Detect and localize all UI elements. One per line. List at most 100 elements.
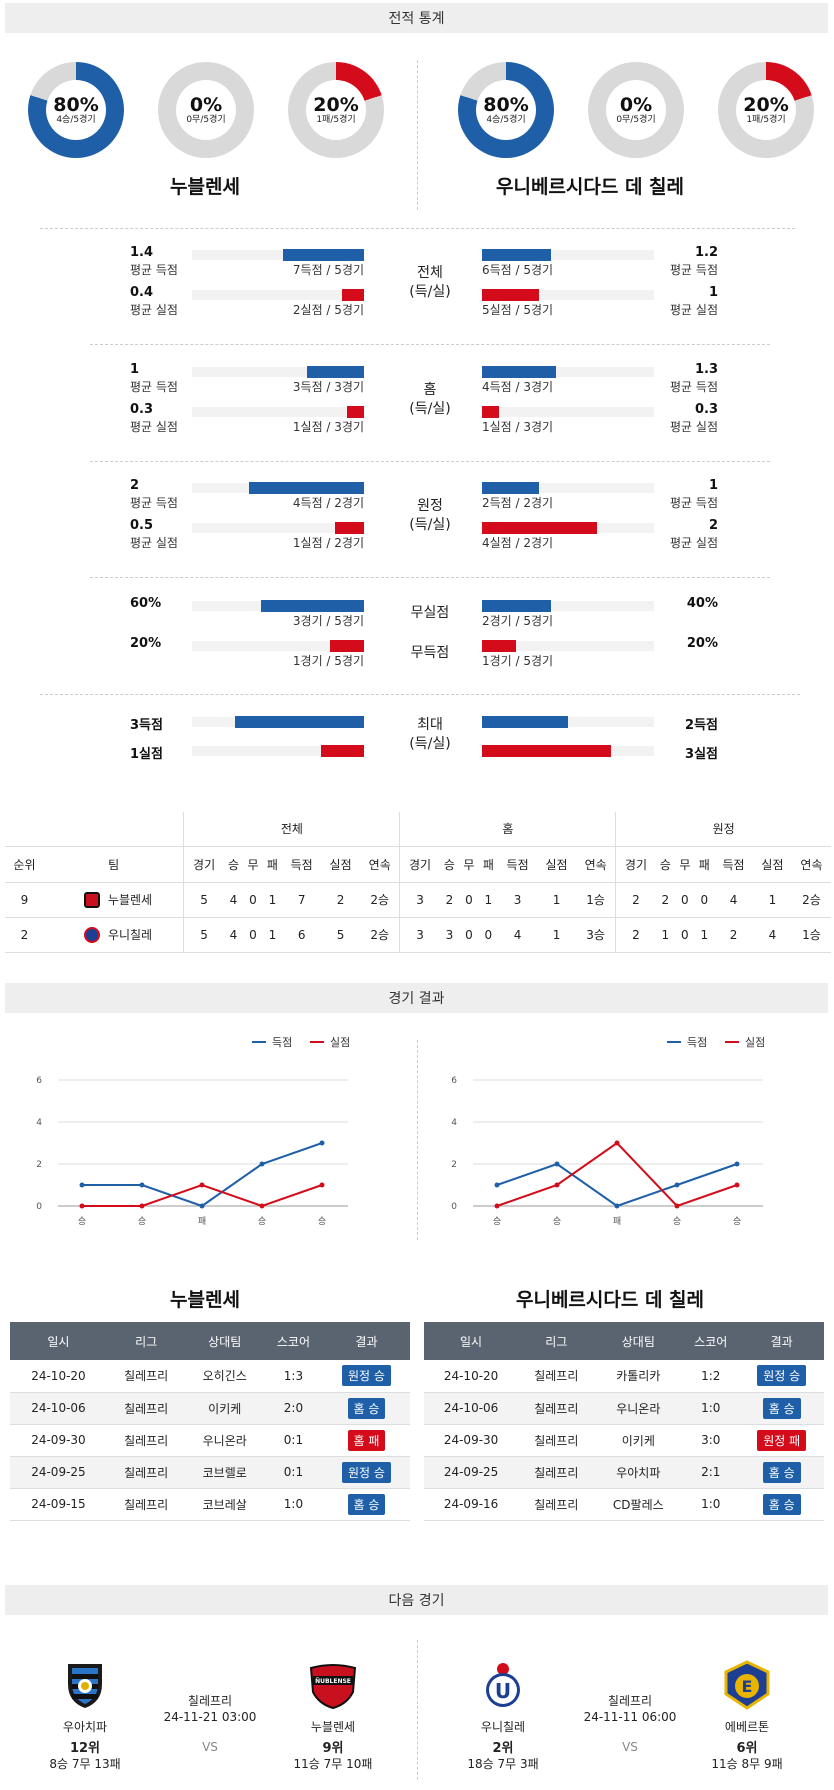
stat-category: 원정 (득/실) (385, 497, 475, 535)
stat-count: 1경기 / 5경기 (292, 654, 364, 668)
data-point (319, 1140, 325, 1146)
record-donut: 20% 1패/5경기 (288, 62, 384, 158)
column-header: 연속 (800, 857, 823, 872)
result-row: 24-10-06 칠레프리 우니온라 1:0 홈 승 (424, 1392, 824, 1425)
result-cell: 원정 승 (739, 1360, 824, 1393)
standings-cell: 1 (484, 892, 493, 907)
legend-label: 실점 (745, 1036, 765, 1049)
x-tick-label: 패 (613, 1216, 621, 1227)
bar-track (482, 250, 654, 260)
donut-center: 80% 4승/5경기 (46, 80, 106, 140)
stat-count: 3득점 / 3경기 (292, 380, 364, 394)
x-tick-label: 승 (493, 1216, 501, 1227)
y-tick-label: 6 (36, 1076, 42, 1086)
column-header: 경기 (624, 857, 648, 872)
standings-cell: 0 (465, 927, 473, 942)
stat-value: 1 (708, 285, 718, 300)
data-point (674, 1203, 680, 1209)
standings-cell: 2승 (802, 893, 821, 907)
y-tick-label: 4 (36, 1118, 42, 1128)
result-cell: 칠레프리 (106, 1392, 186, 1425)
team-name: 누블렌세 (107, 892, 153, 907)
column-header: 득점 (506, 857, 529, 872)
next2-datetime: 24-11-11 06:00 (583, 1710, 677, 1724)
standings-cell: 4 (229, 927, 238, 942)
standings-cell: 2승 (360, 917, 401, 952)
column-header: 실점 (761, 857, 784, 872)
stat-value: 1 (708, 478, 718, 493)
result-cell: 24-10-06 (424, 1392, 519, 1425)
standings-cell: 4 (513, 927, 522, 942)
bar-track (482, 641, 654, 651)
standings-cell: 1승 (802, 928, 821, 942)
result-cell: 1:3 (264, 1360, 323, 1393)
result-cell: 홈 승 (322, 1392, 410, 1425)
result-row: 24-09-30 칠레프리 우니온라 0:1 홈 패 (10, 1424, 410, 1457)
standings-cell: 0 (249, 892, 257, 907)
stat-label: 평균 득점 (130, 380, 178, 394)
legend-label: 득점 (272, 1036, 292, 1049)
result-cell: 1:2 (682, 1360, 740, 1393)
record-donut: 80% 4승/5경기 (28, 62, 124, 158)
y-tick-label: 2 (451, 1160, 457, 1170)
home-results-table: 일시 리그 상대팀 스코어 결과 24-10-20 칠레프리 오히긴스 1:3 원정 승 24-10… (10, 1322, 410, 1521)
nublense-badge-text: ÑUBLENSE (315, 1678, 351, 1685)
nublense-logo: ÑUBLENSE (307, 1662, 359, 1710)
standings-cell: 1 (552, 927, 561, 942)
donut-percent: 0% (189, 93, 223, 116)
stat-value: 1.2 (694, 245, 718, 260)
next2-team-b-rank: 6위 (736, 1741, 758, 1756)
result-cell: 코브레살 (185, 1488, 264, 1521)
next1-league: 칠레프리 (187, 1694, 233, 1708)
legend-label: 득점 (687, 1036, 707, 1049)
clean-sheet-label: 무실점 (410, 605, 450, 621)
result-cell: 24-09-16 (424, 1488, 519, 1521)
group-all: 전체 (183, 812, 401, 846)
record-donut: 0% 0무/5경기 (158, 62, 254, 158)
stat-value: 40% (686, 596, 718, 611)
stat-count: 2득점 / 2경기 (482, 496, 554, 510)
standings-cell: 5 (200, 927, 208, 942)
column-header: 실점 (329, 857, 352, 872)
standings-cell: 1 (661, 927, 670, 942)
standings-row: 9 누블렌세 5 4 0 1 7 2 2승 3 2 0 1 3 1 1승 2 2 0 0 4 1 2승 (5, 882, 831, 917)
column-header: 상대팀 (594, 1322, 683, 1360)
donut-center: 0% 0무/5경기 (176, 80, 236, 140)
result-row: 24-09-25 칠레프리 우아치파 2:1 홈 승 (424, 1456, 824, 1489)
result-row: 24-10-20 칠레프리 카톨리카 1:2 원정 승 (424, 1360, 824, 1393)
result-badge: 원정 승 (341, 1365, 391, 1387)
column-header: 스코어 (682, 1322, 740, 1360)
next1-team-b-rank: 9위 (322, 1741, 344, 1756)
next1-team-b-record: 11승 7무 10패 (293, 1757, 373, 1771)
standings-cell: 2 (445, 892, 454, 907)
result-cell: 칠레프리 (518, 1360, 595, 1393)
stat-label: 평균 실점 (670, 420, 718, 434)
divider (90, 461, 770, 462)
data-point (79, 1182, 85, 1188)
column-header: 무 (463, 857, 475, 872)
donut-percent: 20% (313, 93, 359, 116)
standings-cell: 2 (336, 892, 345, 907)
stat-value: 2 (708, 518, 718, 533)
team-cell: 누블렌세 (43, 882, 185, 917)
group-away: 원정 (712, 822, 735, 837)
stat-count: 4득점 / 3경기 (482, 380, 554, 394)
stat-label: 평균 실점 (670, 303, 718, 317)
result-cell: 홈 승 (739, 1488, 824, 1521)
result-cell: 0:1 (264, 1424, 323, 1457)
result-cell: 2:0 (264, 1392, 323, 1425)
data-point (259, 1203, 265, 1209)
donut-center: 80% 4승/5경기 (476, 80, 536, 140)
stat-bar (482, 745, 611, 757)
standings-cell: 0 (681, 927, 689, 942)
divider (40, 694, 800, 695)
stat-bar (482, 366, 556, 378)
column-header: 리그 (518, 1322, 595, 1360)
stat-value: 1.4 (130, 245, 154, 260)
data-point (734, 1182, 740, 1188)
result-cell: 칠레프리 (106, 1488, 186, 1521)
x-tick-label: 승 (138, 1216, 146, 1227)
stat-bar (283, 249, 364, 261)
stat-label: 평균 실점 (130, 303, 178, 317)
stat-label: 평균 득점 (670, 496, 718, 510)
